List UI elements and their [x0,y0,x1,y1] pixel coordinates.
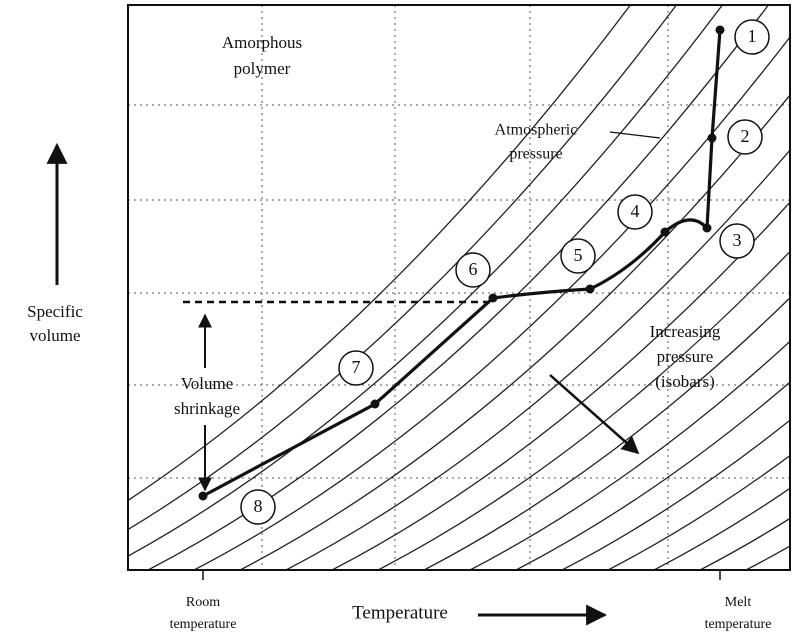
point-number: 3 [733,230,742,250]
label-melt: temperature [705,617,772,632]
label-increasing: (isobars) [655,372,714,391]
label-y-axis: Specific [27,302,83,321]
label-shrinkage: Volume [181,374,234,393]
label-melt: Melt [725,595,752,610]
point-number: 2 [741,126,750,146]
plot-frame [127,4,791,571]
isobar [192,35,790,570]
point-number: 4 [631,201,640,221]
isobar [146,5,770,570]
label-room: Room [186,595,220,610]
isobar [376,250,790,570]
label-amorphous: polymer [234,59,291,78]
point-number: 8 [254,496,263,516]
label-increasing: Increasing [650,322,721,341]
grid [128,5,790,570]
isobar [128,5,632,502]
isobar [238,93,790,570]
isobars [128,5,790,570]
point-circle [719,223,755,259]
atm-leader [609,131,661,139]
point-number: 1 [748,26,757,46]
point-circle [727,119,763,155]
isobar [606,454,790,570]
isobar [330,201,790,570]
point-circle [338,350,374,386]
label-atmospheric: pressure [509,146,562,163]
label-y-axis: volume [30,326,81,345]
isobar [698,517,790,570]
isobar [128,5,724,557]
isobar [422,296,790,570]
x-axis-label: Temperature [352,602,448,623]
isobar [652,487,790,570]
path-points [198,25,725,501]
point-circle [455,252,491,288]
isobar [128,5,678,531]
label-shrinkage: shrinkage [174,399,240,418]
process-path [202,29,722,498]
label-room: temperature [170,617,237,632]
point-number: 5 [574,245,583,265]
point-circle [734,19,770,55]
isobar [560,419,790,570]
point-circle [240,489,276,525]
point-circle [617,194,653,230]
label-atmospheric: Atmospheric [495,122,578,139]
isobar [284,149,790,570]
point-circle [560,238,596,274]
label-increasing: pressure [657,347,714,366]
point-number: 7 [352,357,361,377]
label-amorphous: Amorphous [222,33,302,52]
point-number: 6 [469,259,478,279]
isobar [514,381,790,570]
isobar [468,340,790,570]
pressure-arrow [549,374,640,455]
